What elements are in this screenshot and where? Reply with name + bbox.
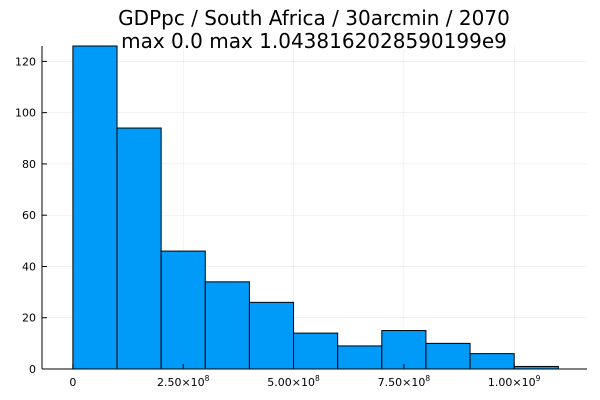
x-tick-label-1: 2.50×108 [157, 374, 210, 389]
y-tick-label-3: 60 [22, 209, 36, 222]
y-tick-label-5: 100 [15, 107, 36, 120]
histogram-bar-0 [72, 45, 118, 370]
x-tick-label-2: 5.00×108 [267, 374, 320, 389]
y-tick-label-6: 120 [15, 55, 36, 68]
histogram-bar-8 [425, 342, 471, 370]
y-tick-label-4: 80 [22, 158, 36, 171]
histogram-bar-3 [204, 281, 250, 370]
histogram-bar-6 [337, 345, 383, 370]
histogram-bar-9 [469, 353, 515, 370]
y-tick-label-2: 40 [22, 260, 36, 273]
histogram-bar-7 [381, 330, 427, 370]
axes [41, 46, 587, 370]
histogram-bar-1 [116, 127, 162, 370]
y-tick-label-0: 0 [29, 363, 36, 376]
histogram-bar-2 [160, 250, 206, 370]
histogram-bar-5 [293, 332, 339, 370]
x-tick-label-3: 7.50×108 [378, 374, 431, 389]
histogram-bar-4 [248, 301, 295, 370]
x-axis-ticks: 0 2.50×108 5.00×108 7.50×108 1.00×109 [69, 364, 541, 389]
histogram-bars [72, 45, 559, 370]
chart-title: GDPpc / South Africa / 30arcmin / 2070 m… [118, 6, 510, 53]
chart-title-line-1: GDPpc / South Africa / 30arcmin / 2070 [118, 6, 510, 30]
y-tick-label-1: 20 [22, 312, 36, 325]
x-tick-label-0: 0 [69, 376, 76, 389]
y-axis-ticks: 0 20 40 60 80 100 120 [15, 55, 47, 376]
chart-title-line-2: max 0.0 max 1.0438162028590199e9 [121, 29, 507, 53]
x-tick-label-4: 1.00×109 [488, 374, 541, 389]
